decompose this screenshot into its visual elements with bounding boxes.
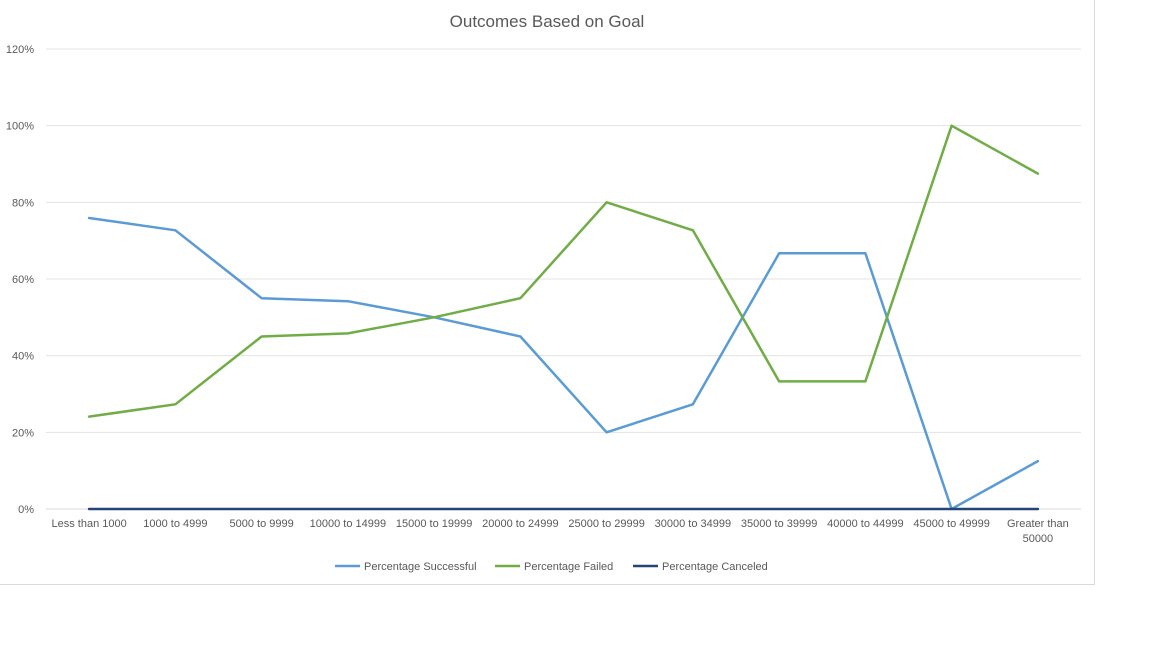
x-tick-label: 25000 to 29999 bbox=[568, 518, 644, 530]
x-tick-label: 5000 to 9999 bbox=[230, 518, 294, 530]
x-tick-label: 20000 to 24999 bbox=[482, 518, 558, 530]
y-tick-label: 0% bbox=[18, 504, 34, 516]
y-tick-label: 60% bbox=[12, 274, 34, 286]
legend-label: Percentage Failed bbox=[524, 561, 613, 573]
y-axis-tick-labels: 0% 20% 40% 60% 80% 100% 120% bbox=[6, 44, 34, 516]
chart-area: Outcomes Based on Goal 0% 20% 40% 60% 80% 100… bbox=[0, 0, 1095, 585]
chart-title: Outcomes Based on Goal bbox=[450, 12, 645, 31]
series-line-1 bbox=[87, 216, 1040, 511]
x-axis-tick-labels: Less than 1000 1000 to 4999 5000 to 9999 10… bbox=[52, 518, 1069, 545]
x-tick-label: Less than 1000 bbox=[52, 518, 127, 530]
x-tick-label: 40000 to 44999 bbox=[827, 518, 903, 530]
legend-label: Percentage Successful bbox=[364, 561, 477, 573]
series-line-2 bbox=[87, 124, 1040, 418]
y-tick-label: 80% bbox=[12, 197, 34, 209]
x-tick-label: 1000 to 4999 bbox=[143, 518, 207, 530]
x-tick-label: 15000 to 19999 bbox=[396, 518, 472, 530]
x-tick-label: 10000 to 14999 bbox=[310, 518, 386, 530]
line-chart: Outcomes Based on Goal 0% 20% 40% 60% 80% 100… bbox=[6, 12, 1081, 573]
series-lines bbox=[87, 124, 1040, 511]
legend-label: Percentage Canceled bbox=[662, 561, 768, 573]
x-tick-label: 30000 to 34999 bbox=[655, 518, 731, 530]
gridlines bbox=[46, 48, 1081, 510]
y-tick-label: 100% bbox=[6, 121, 34, 133]
y-tick-label: 40% bbox=[12, 351, 34, 363]
x-tick-label: Greater than 50000 bbox=[1007, 518, 1069, 545]
x-tick-label: 35000 to 39999 bbox=[741, 518, 817, 530]
y-tick-label: 20% bbox=[12, 427, 34, 439]
legend: Percentage Successful Percentage Failed Pe… bbox=[335, 561, 768, 573]
y-tick-label: 120% bbox=[6, 44, 34, 56]
x-tick-label: 45000 to 49999 bbox=[913, 518, 989, 530]
